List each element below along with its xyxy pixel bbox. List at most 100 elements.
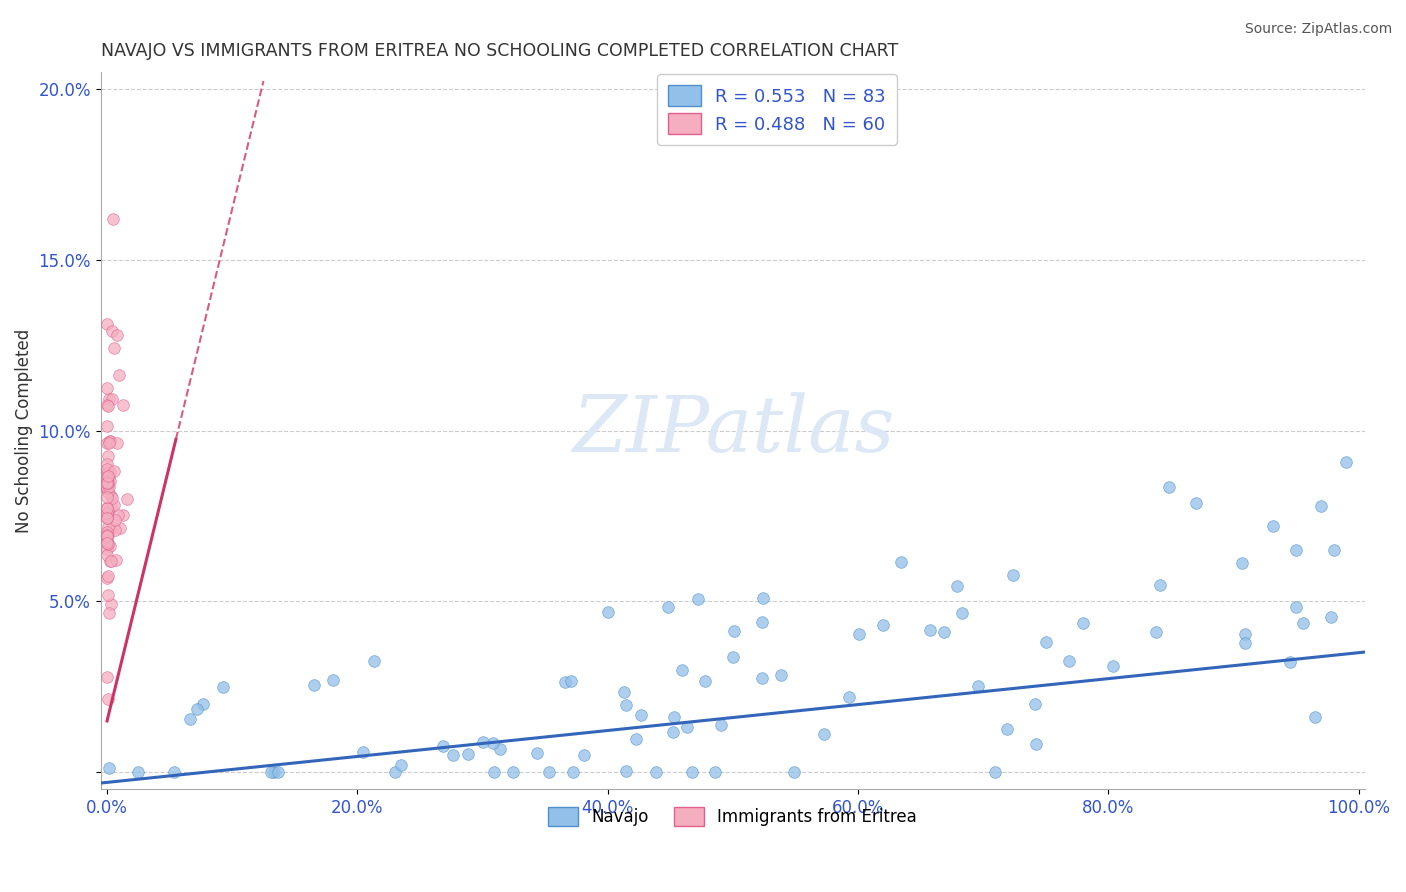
Point [96, 506, 118, 520]
Point [100, 597, 122, 611]
Point [723, 624, 745, 639]
Point [98, 434, 121, 449]
Point [96, 476, 118, 491]
Point [848, 627, 870, 641]
Point [96, 436, 118, 450]
Point [644, 765, 666, 780]
Point [117, 491, 139, 506]
Point [995, 723, 1018, 737]
Point [96, 481, 118, 495]
Point [1303, 710, 1326, 724]
Point [104, 523, 127, 537]
Point [127, 765, 149, 780]
Point [560, 674, 582, 689]
Point [384, 765, 406, 780]
Point [107, 508, 129, 522]
Point [96, 534, 118, 549]
Point [96, 470, 118, 484]
Point [1001, 567, 1024, 582]
Point [1230, 557, 1253, 571]
Point [96, 534, 118, 549]
Point [103, 212, 125, 227]
Point [1144, 624, 1167, 639]
Point [98, 474, 121, 488]
Point [97, 520, 120, 534]
Point [96, 490, 118, 504]
Point [101, 520, 124, 534]
Point [97, 528, 120, 542]
Point [890, 555, 912, 569]
Point [96, 511, 118, 525]
Point [1320, 609, 1343, 624]
Point [96, 507, 118, 521]
Point [97, 761, 120, 775]
Point [104, 513, 127, 527]
Point [441, 747, 464, 762]
Point [96, 525, 118, 540]
Point [97, 588, 120, 602]
Point [1149, 578, 1171, 592]
Point [967, 679, 990, 693]
Point [211, 680, 233, 694]
Point [96, 541, 118, 556]
Point [97, 479, 120, 493]
Point [97, 525, 120, 540]
Point [96, 529, 118, 543]
Point [751, 671, 773, 685]
Point [98, 434, 121, 449]
Point [98, 466, 121, 480]
Point [112, 398, 135, 412]
Point [554, 674, 576, 689]
Point [693, 674, 716, 689]
Point [482, 765, 505, 780]
Point [1071, 616, 1094, 631]
Point [98, 392, 121, 406]
Point [108, 520, 131, 534]
Point [100, 554, 122, 568]
Point [782, 765, 804, 780]
Point [537, 765, 560, 780]
Point [1285, 599, 1308, 614]
Point [97, 471, 120, 485]
Point [96, 536, 118, 550]
Point [97, 469, 120, 483]
Point [457, 747, 479, 762]
Point [96, 473, 118, 487]
Point [526, 746, 548, 760]
Point [96, 467, 118, 481]
Point [662, 725, 685, 739]
Point [1334, 454, 1357, 468]
Point [103, 342, 125, 356]
Point [98, 436, 121, 450]
Point [671, 663, 693, 677]
Point [97, 503, 120, 517]
Point [322, 673, 344, 688]
Point [363, 654, 385, 668]
Point [100, 324, 122, 338]
Point [96, 528, 118, 542]
Point [489, 742, 512, 756]
Point [1292, 615, 1315, 630]
Point [96, 457, 118, 471]
Point [97, 399, 120, 413]
Point [103, 498, 125, 512]
Point [96, 466, 118, 480]
Point [657, 599, 679, 614]
Point [191, 698, 214, 712]
Point [432, 739, 454, 753]
Point [1323, 543, 1346, 558]
Legend: Navajo, Immigrants from Eritrea: Navajo, Immigrants from Eritrea [540, 798, 925, 835]
Point [96, 381, 118, 395]
Point [97, 692, 120, 706]
Point [1024, 698, 1046, 712]
Point [96, 509, 118, 524]
Point [630, 708, 652, 723]
Point [950, 606, 973, 620]
Point [263, 765, 285, 780]
Point [179, 712, 201, 726]
Point [1234, 627, 1257, 641]
Point [96, 475, 118, 489]
Point [260, 765, 283, 780]
Point [103, 464, 125, 478]
Point [108, 368, 131, 382]
